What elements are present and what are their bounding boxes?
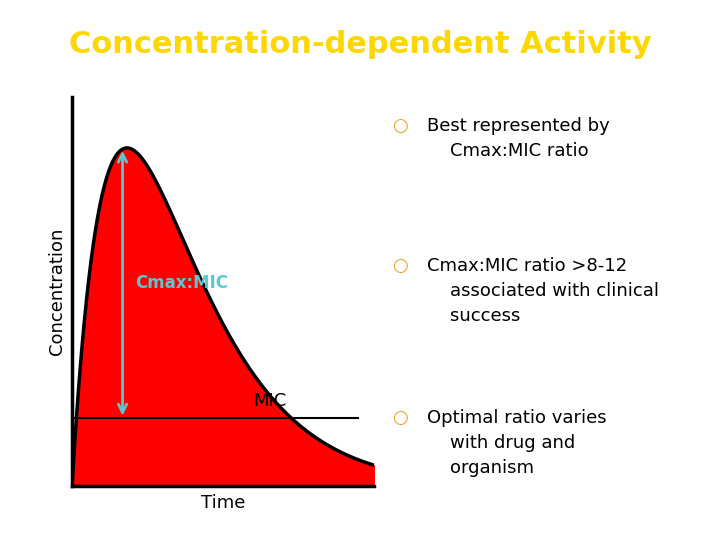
Text: Concentration-dependent Activity: Concentration-dependent Activity <box>68 30 652 59</box>
Y-axis label: Concentration: Concentration <box>48 228 66 355</box>
Text: Optimal ratio varies
    with drug and
    organism: Optimal ratio varies with drug and organ… <box>427 409 606 477</box>
Text: MIC: MIC <box>253 392 287 410</box>
Text: Best represented by
    Cmax:MIC ratio: Best represented by Cmax:MIC ratio <box>427 117 610 160</box>
X-axis label: Time: Time <box>201 494 246 512</box>
Text: ○: ○ <box>392 257 408 275</box>
Text: Cmax:MIC: Cmax:MIC <box>135 274 228 292</box>
Text: ○: ○ <box>392 409 408 427</box>
Text: ○: ○ <box>392 117 408 135</box>
Text: Cmax:MIC ratio >8-12
    associated with clinical
    success: Cmax:MIC ratio >8-12 associated with cli… <box>427 257 659 325</box>
